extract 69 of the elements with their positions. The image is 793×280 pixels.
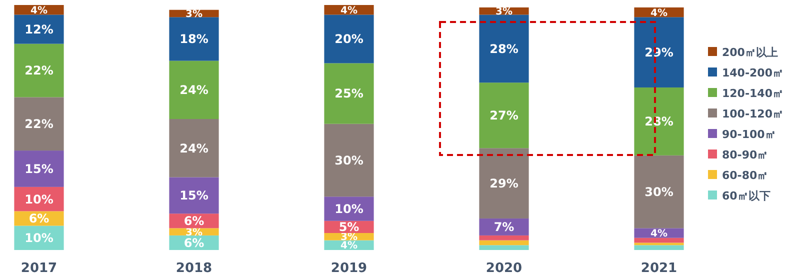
data-label: 12% <box>24 22 54 36</box>
data-label: 18% <box>180 32 208 46</box>
data-label: 15% <box>24 162 54 176</box>
bar <box>634 238 684 243</box>
bar <box>324 124 374 197</box>
bar <box>634 87 684 156</box>
legend-label: 90-100㎡ <box>722 128 776 141</box>
data-label: 25% <box>334 86 364 101</box>
data-label: 29% <box>490 176 518 190</box>
x-tick-label: 2017 <box>20 261 58 276</box>
legend-label: 200㎡以上 <box>722 46 778 59</box>
data-label: 3% <box>496 6 512 18</box>
bar <box>324 14 374 64</box>
data-label: 10% <box>334 202 364 216</box>
bar <box>169 119 219 178</box>
bar <box>324 196 374 221</box>
data-label: 30% <box>334 153 364 168</box>
legend-label: 80-90㎡ <box>722 148 768 162</box>
bar <box>169 177 219 214</box>
data-label: 24% <box>180 141 208 156</box>
bar <box>634 242 684 246</box>
legend-label: 60-80㎡ <box>722 168 768 182</box>
data-label: 10% <box>24 231 54 246</box>
data-label: 4% <box>340 240 358 252</box>
x-tick-label: 2018 <box>176 261 212 276</box>
x-tick-label: 2019 <box>330 261 368 276</box>
bar <box>14 97 64 151</box>
bar <box>14 226 64 250</box>
data-label: 24% <box>180 83 208 98</box>
legend-label: 100-120㎡ <box>722 107 784 120</box>
data-label: 4% <box>650 8 668 19</box>
legend-label: 60㎡以下 <box>722 189 770 202</box>
bar <box>634 17 684 88</box>
data-label: 15% <box>180 188 208 203</box>
bar <box>479 245 529 250</box>
data-label: 27% <box>490 108 518 123</box>
bar <box>634 155 684 228</box>
legend-label: 120-140㎡ <box>722 86 784 100</box>
data-label: 6% <box>184 214 204 228</box>
bar <box>479 82 529 148</box>
data-label: 7% <box>494 220 514 234</box>
legend-label: 140-200㎡ <box>722 66 784 80</box>
data-label: 3% <box>186 8 202 20</box>
data-label: 4% <box>650 228 668 240</box>
data-label: 22% <box>24 117 54 132</box>
bar <box>634 245 684 250</box>
bar <box>14 150 64 187</box>
data-label: 10% <box>24 192 54 206</box>
data-label: 6% <box>28 212 50 226</box>
bar <box>479 218 529 236</box>
bar <box>169 60 219 120</box>
data-label: 5% <box>338 220 360 234</box>
data-label: 28% <box>490 42 518 56</box>
bar <box>324 63 374 124</box>
bar <box>479 240 529 246</box>
data-label: 30% <box>644 184 674 199</box>
bar <box>479 235 529 240</box>
bar <box>479 148 529 218</box>
bar <box>169 17 219 61</box>
bar <box>14 44 64 98</box>
bar <box>479 14 529 83</box>
x-tick-label: 2021 <box>640 261 678 276</box>
bar <box>14 14 64 44</box>
data-label: 20% <box>334 32 364 46</box>
x-tick-label: 2020 <box>486 261 522 276</box>
data-label: 4% <box>30 5 48 16</box>
data-label: 4% <box>340 5 358 16</box>
data-label: 22% <box>24 64 54 78</box>
data-label: 6% <box>184 236 204 250</box>
